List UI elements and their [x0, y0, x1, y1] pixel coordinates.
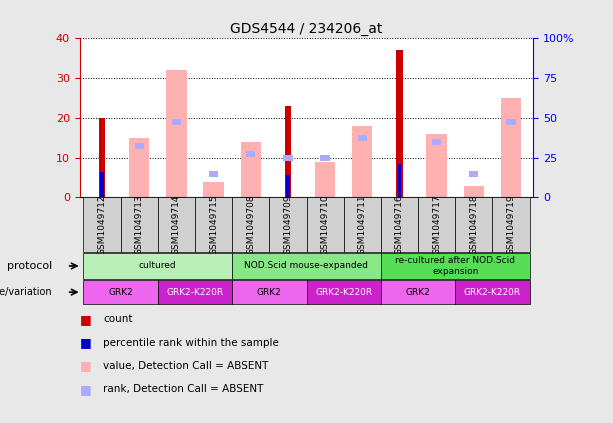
Text: GSM1049715: GSM1049715 [209, 195, 218, 255]
Bar [469, 170, 479, 176]
Text: rank, Detection Call = ABSENT: rank, Detection Call = ABSENT [103, 384, 264, 394]
Title: GDS4544 / 234206_at: GDS4544 / 234206_at [230, 22, 383, 36]
Text: percentile rank within the sample: percentile rank within the sample [103, 338, 279, 348]
Bar [427, 134, 447, 198]
Bar [492, 198, 530, 252]
Bar [432, 139, 441, 145]
Text: NOD.Scid mouse-expanded: NOD.Scid mouse-expanded [245, 261, 368, 270]
Bar [286, 175, 290, 198]
Text: GSM1049718: GSM1049718 [470, 195, 478, 255]
Text: ■: ■ [80, 360, 91, 372]
Bar [246, 151, 256, 157]
Bar [306, 198, 344, 252]
Bar [121, 198, 158, 252]
Bar [284, 106, 291, 198]
Bar [158, 198, 195, 252]
Bar [172, 119, 181, 125]
Bar [209, 170, 218, 176]
Text: GSM1049716: GSM1049716 [395, 195, 404, 255]
Text: GSM1049710: GSM1049710 [321, 195, 330, 255]
Bar [129, 138, 150, 198]
Bar [83, 280, 158, 304]
Text: GRK2: GRK2 [406, 288, 430, 297]
Text: count: count [103, 314, 132, 324]
Text: GSM1049717: GSM1049717 [432, 195, 441, 255]
Text: ■: ■ [80, 313, 91, 326]
Text: GRK2-K220R: GRK2-K220R [315, 288, 372, 297]
Bar [232, 198, 269, 252]
Text: protocol: protocol [7, 261, 52, 271]
Bar [306, 280, 381, 304]
Bar [158, 280, 232, 304]
Bar [455, 280, 530, 304]
Bar [321, 155, 330, 161]
Bar [269, 198, 306, 252]
Bar [455, 198, 492, 252]
Bar [463, 186, 484, 198]
Bar [506, 119, 516, 125]
Bar [83, 253, 232, 279]
Bar [398, 164, 402, 198]
Text: GSM1049719: GSM1049719 [506, 195, 516, 255]
Bar [381, 280, 455, 304]
Bar [352, 126, 373, 198]
Text: GSM1049711: GSM1049711 [358, 195, 367, 255]
Text: GSM1049709: GSM1049709 [283, 195, 292, 255]
Bar [166, 70, 186, 198]
Text: GSM1049713: GSM1049713 [135, 195, 143, 255]
Text: GSM1049714: GSM1049714 [172, 195, 181, 255]
Bar [315, 162, 335, 198]
Bar [469, 170, 479, 176]
Bar [381, 198, 418, 252]
Bar [240, 142, 261, 198]
Text: GRK2-K220R: GRK2-K220R [464, 288, 521, 297]
Text: re-cultured after NOD.Scid
expansion: re-cultured after NOD.Scid expansion [395, 256, 516, 276]
Bar [357, 135, 367, 141]
Bar [99, 118, 105, 198]
Text: GRK2-K220R: GRK2-K220R [166, 288, 224, 297]
Text: GSM1049708: GSM1049708 [246, 195, 255, 255]
Text: ■: ■ [80, 336, 91, 349]
Bar [134, 143, 144, 148]
Bar [209, 170, 218, 176]
Bar [232, 280, 306, 304]
Bar [381, 253, 530, 279]
Text: GRK2: GRK2 [257, 288, 282, 297]
Text: genotype/variation: genotype/variation [0, 287, 52, 297]
Bar [283, 155, 292, 161]
Bar [501, 98, 521, 198]
Text: ■: ■ [80, 383, 91, 396]
Bar [195, 198, 232, 252]
Bar [83, 198, 121, 252]
Bar [204, 181, 224, 198]
Text: value, Detection Call = ABSENT: value, Detection Call = ABSENT [103, 361, 268, 371]
Bar [396, 50, 403, 198]
Bar [100, 172, 104, 198]
Bar [418, 198, 455, 252]
Text: GSM1049712: GSM1049712 [97, 195, 107, 255]
Bar [232, 253, 381, 279]
Bar [344, 198, 381, 252]
Text: cultured: cultured [139, 261, 177, 270]
Text: GRK2: GRK2 [109, 288, 133, 297]
